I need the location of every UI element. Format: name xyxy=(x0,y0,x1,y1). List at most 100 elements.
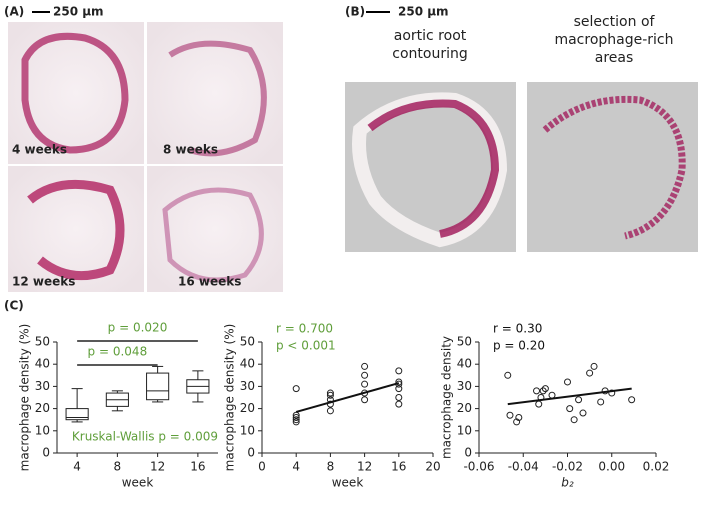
point xyxy=(361,380,369,388)
point xyxy=(326,389,334,397)
y-axis-label: macrophage density (%) xyxy=(223,324,237,472)
x-tick-label: 4 xyxy=(292,460,300,474)
fit-line xyxy=(295,382,400,413)
y-tick-label: 20 xyxy=(240,401,255,415)
point xyxy=(539,387,547,395)
y-tick-label: 20 xyxy=(457,401,472,415)
y-tick-label: 40 xyxy=(240,357,255,371)
panel-label: (C) xyxy=(4,299,24,313)
annotation: p = 0.20 xyxy=(493,339,545,353)
y-tick-label: 0 xyxy=(247,446,255,460)
x-tick-label: 12 xyxy=(150,460,165,474)
caption: contouring xyxy=(392,46,467,62)
point xyxy=(564,378,571,386)
point xyxy=(579,409,587,417)
x-tick-label: 8 xyxy=(327,460,335,474)
annotation: Kruskal-Wallis p = 0.009 xyxy=(72,430,218,444)
caption: macrophage-rich xyxy=(554,32,673,48)
point xyxy=(575,396,583,404)
point xyxy=(506,411,514,419)
y-tick-label: 50 xyxy=(240,335,255,349)
x-tick-label: 8 xyxy=(114,460,122,474)
annotation: p = 0.020 xyxy=(108,321,168,335)
point xyxy=(361,396,369,404)
point xyxy=(515,413,523,421)
y-axis-label: macrophage density (%) xyxy=(18,324,32,472)
panel-label: (B) xyxy=(345,5,365,19)
point xyxy=(361,371,369,379)
point xyxy=(608,389,616,397)
histology-grid xyxy=(8,22,283,292)
x-tick-label: 16 xyxy=(391,460,406,474)
point xyxy=(395,394,403,401)
point xyxy=(292,413,300,421)
annotation: r = 0.700 xyxy=(276,322,333,336)
box xyxy=(146,372,170,401)
x-tick-label: 20 xyxy=(425,460,440,474)
image-label: 8 weeks xyxy=(163,143,218,157)
point xyxy=(541,385,549,393)
x-axis-label: b₂ xyxy=(561,476,574,490)
y-tick-label: 20 xyxy=(35,401,50,415)
y-tick-label: 30 xyxy=(457,379,472,393)
x-tick-label: -0.04 xyxy=(508,460,539,474)
y-tick-label: 30 xyxy=(35,379,50,393)
x-tick-label: 0.00 xyxy=(598,460,625,474)
point xyxy=(504,371,512,379)
x-tick-label: 12 xyxy=(357,460,372,474)
y-tick-label: 40 xyxy=(35,357,50,371)
point xyxy=(570,416,578,424)
caption: areas xyxy=(595,50,634,66)
selection-image xyxy=(527,82,698,252)
y-tick-label: 10 xyxy=(457,423,472,437)
y-tick-label: 0 xyxy=(42,446,50,460)
x-tick-label: -0.06 xyxy=(463,460,494,474)
y-tick-label: 30 xyxy=(240,379,255,393)
y-tick-label: 40 xyxy=(457,357,472,371)
point xyxy=(586,369,594,377)
point xyxy=(361,362,369,370)
point xyxy=(292,385,300,393)
point xyxy=(326,407,334,415)
point xyxy=(566,405,574,413)
caption: selection of xyxy=(574,14,656,30)
point xyxy=(292,418,300,426)
x-axis-label: week xyxy=(122,476,154,490)
box xyxy=(65,408,89,421)
contour-image xyxy=(345,82,516,252)
x-tick-label: 0.02 xyxy=(643,460,670,474)
point xyxy=(597,398,605,406)
x-tick-label: 0 xyxy=(258,460,266,474)
point xyxy=(535,400,543,408)
annotation: r = 0.30 xyxy=(493,322,542,336)
image-label: 4 weeks xyxy=(12,143,67,157)
point xyxy=(292,416,300,424)
x-tick-label: 4 xyxy=(73,460,81,474)
fit-line xyxy=(507,387,632,406)
point xyxy=(292,411,300,419)
point xyxy=(628,396,636,404)
y-tick-label: 50 xyxy=(35,335,50,349)
caption: aortic root xyxy=(394,28,467,44)
y-tick-label: 10 xyxy=(240,423,255,437)
x-axis-label: week xyxy=(332,476,364,490)
point xyxy=(590,362,598,370)
x-tick-label: 16 xyxy=(190,460,205,474)
x-tick-label: -0.02 xyxy=(552,460,583,474)
annotation: p = 0.048 xyxy=(88,345,148,359)
y-tick-label: 10 xyxy=(35,423,50,437)
point xyxy=(395,378,403,386)
y-axis-label: macrophage density xyxy=(440,336,454,459)
panel-label: (A) xyxy=(4,5,24,19)
image-label: 16 weeks xyxy=(178,275,241,289)
y-tick-label: 0 xyxy=(464,446,472,460)
point xyxy=(395,400,403,408)
image-label: 12 weeks xyxy=(12,275,75,289)
point xyxy=(395,367,403,375)
annotation: p < 0.001 xyxy=(276,339,336,353)
scale-text: 250 µm xyxy=(398,5,449,19)
y-tick-label: 50 xyxy=(457,335,472,349)
point xyxy=(533,387,541,395)
point xyxy=(326,391,334,399)
